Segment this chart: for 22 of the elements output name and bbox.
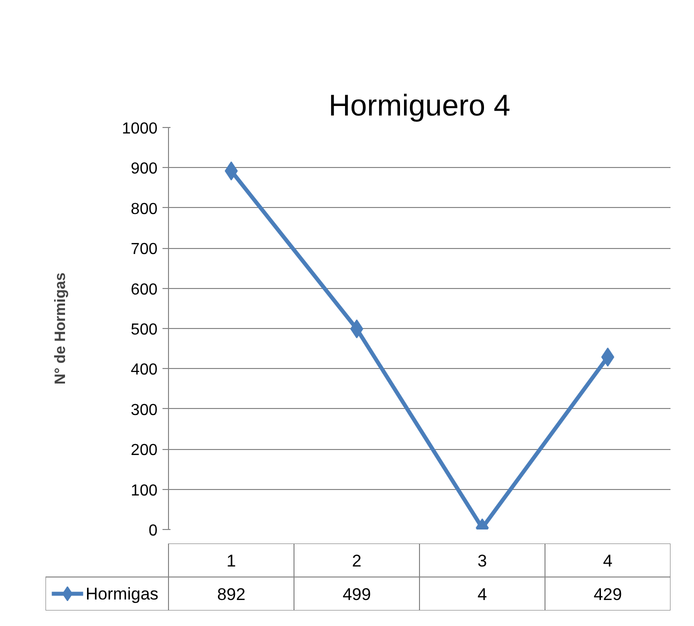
y-tick-label: 600 xyxy=(130,281,158,298)
x-tick-label: 3 xyxy=(478,551,487,570)
chart-title: Hormiguero 4 xyxy=(328,90,510,122)
x-tick-label: 2 xyxy=(352,551,362,570)
data-label: 4 xyxy=(478,584,487,604)
y-tick-label: 500 xyxy=(130,322,158,338)
data-label: 429 xyxy=(594,584,622,604)
data-label: 892 xyxy=(217,584,246,604)
x-tick-label: 4 xyxy=(603,551,612,570)
y-tick-label: 0 xyxy=(148,522,158,540)
y-tick-label: 1000 xyxy=(122,120,158,138)
y-tick-label: 400 xyxy=(130,362,158,379)
y-tick-label: 200 xyxy=(130,442,158,460)
y-tick-label: 700 xyxy=(130,241,158,258)
x-tick-label: 1 xyxy=(226,551,236,570)
y-axis-title: N° de Hormigas xyxy=(52,272,69,384)
legend-label: Hormigas xyxy=(86,584,158,604)
y-tick-label: 300 xyxy=(130,402,158,419)
y-tick-label: 800 xyxy=(130,200,158,218)
y-tick-label: 100 xyxy=(130,482,158,500)
data-label: 499 xyxy=(342,584,371,604)
y-tick-label: 900 xyxy=(130,160,158,178)
